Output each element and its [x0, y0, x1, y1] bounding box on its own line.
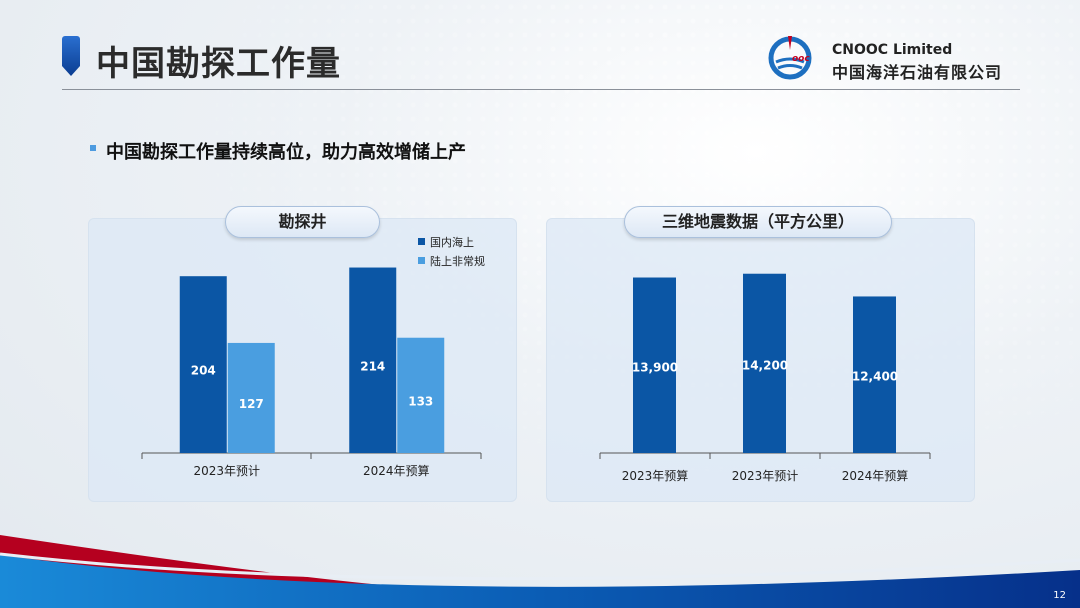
x-tick-label: 2024年预算: [842, 468, 909, 483]
bar-offshore: [179, 276, 227, 453]
seismic-chart-title: 三维地震数据（平方公里）: [624, 206, 892, 238]
title-divider: [62, 89, 1020, 90]
svg-text:ooc: ooc: [792, 54, 810, 64]
bar-onshore: [397, 337, 445, 453]
title-marker-icon: [62, 36, 80, 76]
x-tick-label: 2023年预计: [193, 464, 260, 478]
legend-swatch: [418, 257, 425, 264]
page-title: 中国勘探工作量: [96, 44, 341, 84]
legend-label: 国内海上: [430, 235, 474, 249]
logo-english-name: CNOOC Limited: [832, 42, 953, 58]
x-tick-label: 2024年预算: [363, 463, 430, 478]
bar-seismic: [743, 273, 786, 453]
data-label: 133: [408, 394, 433, 408]
x-tick-label: 2023年预计: [732, 469, 799, 483]
footer-swoosh: [0, 535, 1080, 608]
bar-offshore: [349, 267, 397, 453]
subtitle: 中国勘探工作量持续高位，助力高效增储上产: [106, 142, 466, 163]
wells-chart-title: 勘探井: [225, 206, 380, 238]
data-label: 14,200: [742, 358, 788, 372]
data-label: 204: [191, 364, 216, 378]
legend-swatch: [418, 238, 425, 245]
logo-chinese-name: 中国海洋石油有限公司: [832, 63, 1003, 82]
data-label: 214: [360, 359, 385, 373]
data-label: 127: [239, 397, 264, 411]
x-tick-label: 2023年预算: [622, 468, 689, 483]
page-number: 12: [1053, 590, 1066, 601]
cnooc-logo: ooc: [768, 36, 812, 80]
bar-seismic: [853, 296, 896, 453]
wells-chart-panel: [88, 218, 517, 502]
legend-label: 陆上非常规: [430, 254, 485, 268]
bullet-icon: [90, 145, 96, 151]
bar-onshore: [227, 342, 275, 453]
data-label: 12,400: [852, 370, 898, 384]
data-label: 13,900: [632, 360, 678, 374]
bar-seismic: [633, 277, 676, 453]
